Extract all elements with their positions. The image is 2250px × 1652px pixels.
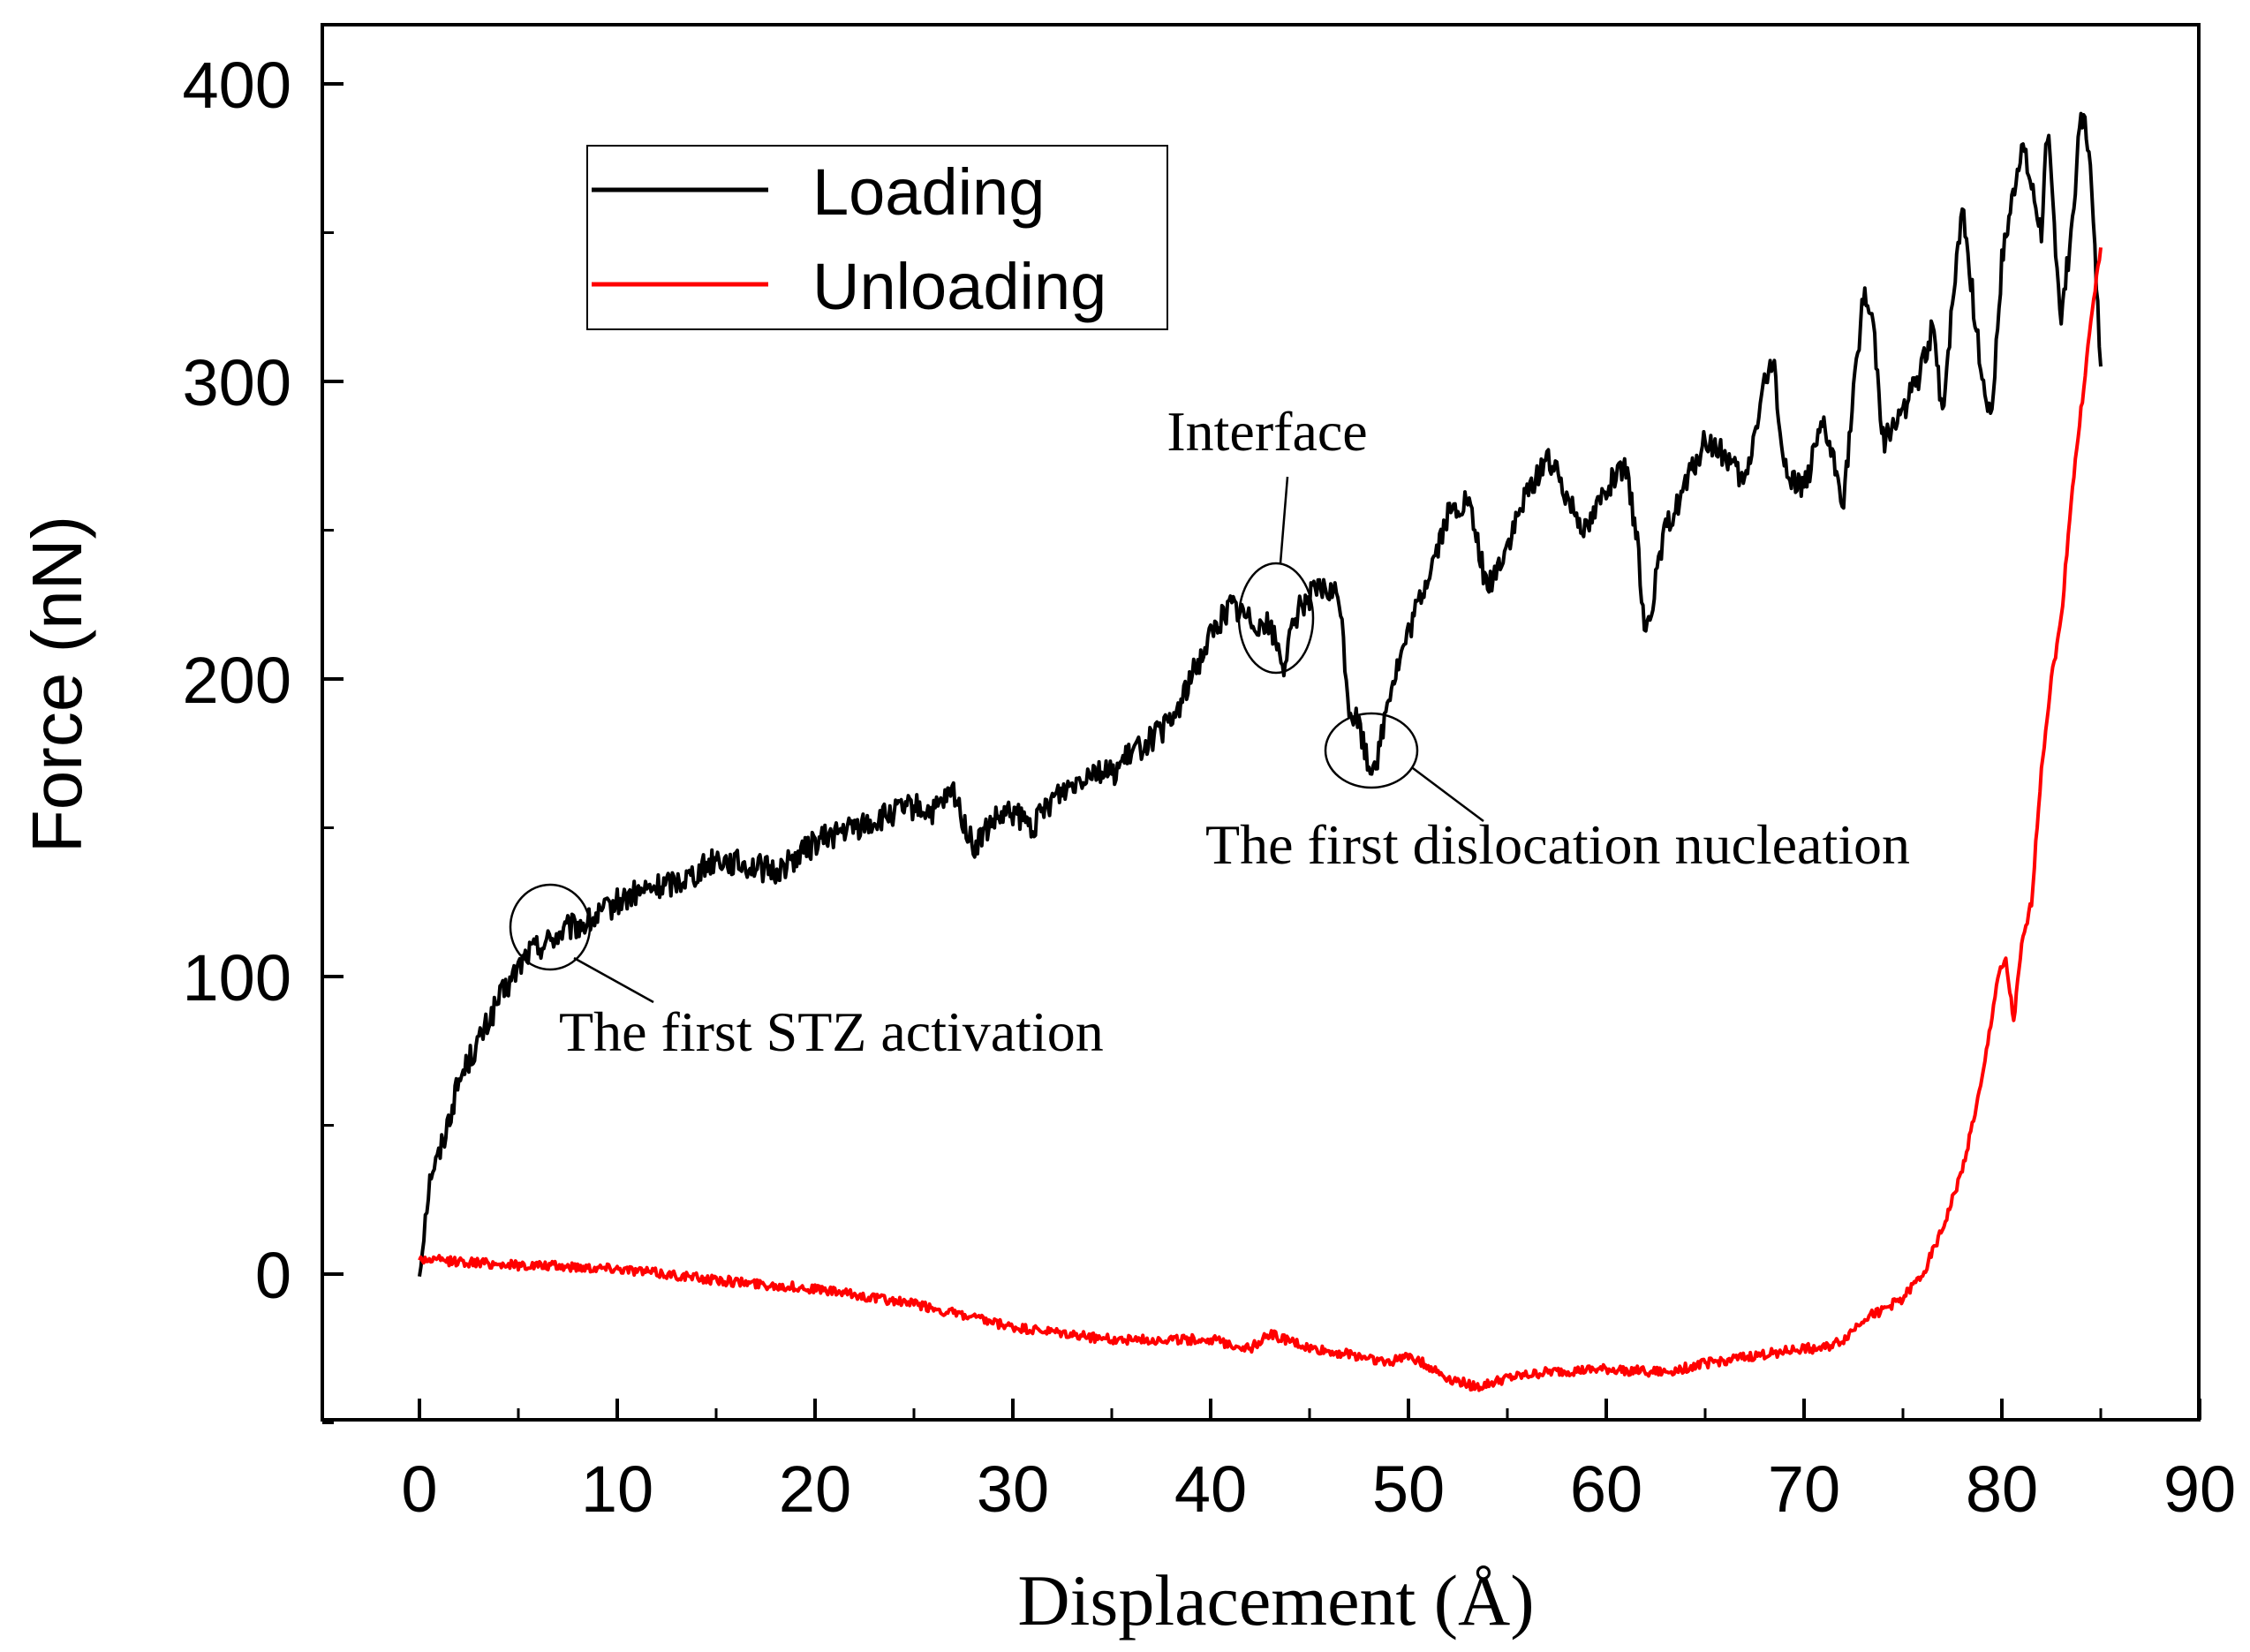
annotation-marks — [509, 476, 1484, 1004]
x-tick-label: 70 — [1768, 1452, 1840, 1526]
series-line-loading — [418, 111, 2103, 1278]
y-tick-label: 400 — [183, 49, 291, 122]
series-line-unloading — [418, 247, 2103, 1392]
legend: Loading Unloading — [586, 145, 1168, 330]
interface-leader — [1279, 476, 1289, 564]
x-tick-label: 60 — [1570, 1452, 1642, 1526]
legend-box — [586, 145, 1168, 330]
interface-circle — [1237, 562, 1315, 675]
x-tick-label: 20 — [779, 1452, 851, 1526]
y-tick-label: 300 — [183, 346, 291, 419]
tick-labels: 0 10 20 30 40 50 60 70 80 90 0 100 200 300 400 — [183, 49, 2237, 1526]
annotation-dislocation: The first dislocation nucleation — [1205, 813, 1910, 876]
legend-label-loading: Loading — [812, 155, 1045, 229]
stz-circle — [509, 883, 592, 971]
dislocation-circle — [1324, 712, 1419, 789]
plot-frame — [321, 23, 2201, 1422]
legend-label-unloading: Unloading — [812, 250, 1106, 323]
ticks — [322, 82, 2201, 1424]
x-tick-label: 30 — [977, 1452, 1049, 1526]
stz-leader — [573, 956, 654, 1004]
x-tick-label: 50 — [1372, 1452, 1445, 1526]
dislocation-leader — [1412, 767, 1484, 822]
y-tick-label: 200 — [183, 644, 291, 717]
y-tick-label: 100 — [183, 941, 291, 1015]
x-tick-label: 80 — [1966, 1452, 2038, 1526]
x-tick-label: 10 — [581, 1452, 653, 1526]
y-axis-title: Force (nN) — [18, 516, 96, 853]
x-tick-label: 40 — [1174, 1452, 1247, 1526]
annotation-interface: Interface — [1167, 400, 1367, 463]
x-tick-label: 0 — [401, 1452, 437, 1526]
x-axis-title: Displacement (Å) — [1017, 1560, 1534, 1641]
series-layer — [418, 111, 2103, 1392]
annotation-stz: The first STZ activation — [559, 1000, 1104, 1063]
y-tick-label: 0 — [255, 1239, 291, 1312]
x-tick-label: 90 — [2163, 1452, 2236, 1526]
